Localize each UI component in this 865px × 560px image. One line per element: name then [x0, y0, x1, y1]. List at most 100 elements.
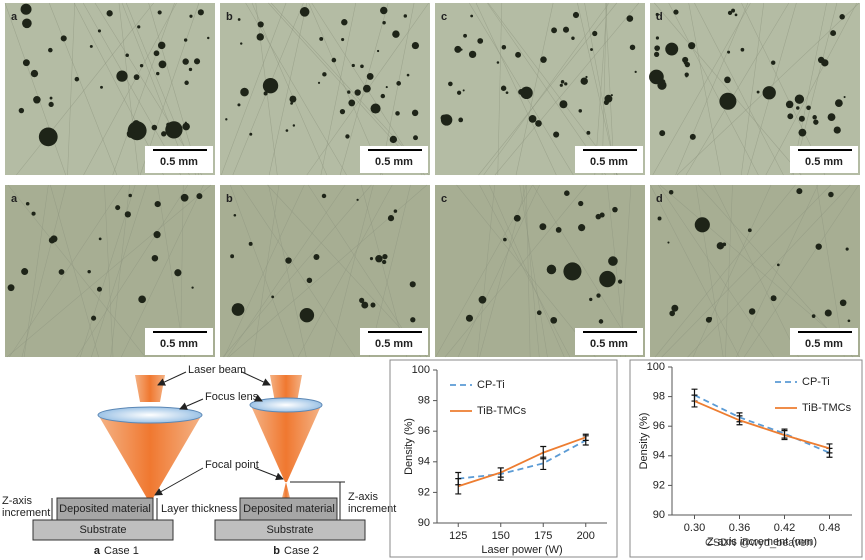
pore: [719, 92, 737, 110]
pore: [38, 127, 58, 147]
pore: [21, 268, 29, 276]
series-line: [457, 436, 587, 488]
pore: [462, 89, 465, 92]
y-tick-label: 100: [412, 364, 430, 376]
scratch: [230, 184, 295, 358]
scratch: [694, 2, 784, 176]
legend-label: CP-Ti: [802, 376, 830, 388]
error-bar: [691, 394, 698, 408]
pore: [158, 60, 167, 69]
pore: [271, 295, 275, 299]
pore: [585, 75, 588, 79]
pore: [362, 84, 371, 93]
chart-frame: [629, 359, 863, 558]
scratch: [228, 184, 428, 358]
pore: [608, 256, 618, 266]
scratch: [661, 184, 831, 358]
pore: [237, 103, 241, 107]
pore: [360, 64, 364, 69]
pore: [578, 109, 582, 113]
focus-lens-label: Focus lens: [205, 391, 259, 403]
pore: [589, 297, 593, 302]
pore: [555, 227, 562, 233]
scratch: [7, 184, 146, 358]
pore: [833, 126, 841, 134]
chart: 90 92 94 96 98 100 0.30 0.36 0.42 0.48Z-axis incr…: [638, 361, 852, 548]
scratch: [83, 2, 177, 176]
callout: [154, 467, 204, 496]
pore: [671, 304, 679, 312]
scratch: [654, 2, 802, 176]
scratch: [494, 2, 640, 176]
pore: [734, 13, 738, 17]
scratch: [251, 2, 328, 176]
beam-cone: [100, 418, 200, 500]
y-tick-label: 90: [418, 517, 430, 529]
pore: [317, 81, 321, 84]
scratch: [522, 184, 540, 358]
pore: [385, 86, 388, 89]
case-letter: b: [273, 545, 280, 557]
deposited-label: Deposited material: [243, 503, 335, 515]
pore: [586, 130, 591, 135]
pore: [356, 198, 359, 201]
scratch: [21, 184, 67, 358]
pore: [553, 131, 560, 138]
pore: [58, 269, 65, 275]
legend-label: TiB-TMCs: [477, 405, 527, 417]
pore: [536, 310, 542, 316]
pore: [689, 133, 696, 140]
scratch: [245, 2, 347, 176]
pore: [50, 235, 58, 243]
pore: [806, 105, 811, 111]
pore: [716, 242, 724, 250]
pore: [468, 50, 477, 59]
pore: [331, 57, 337, 63]
callout: [253, 394, 263, 402]
pore: [559, 100, 568, 109]
scratch: [695, 184, 724, 358]
pore: [798, 115, 805, 122]
pore: [503, 237, 507, 242]
y-tick-label: 92: [653, 479, 665, 491]
pore: [369, 257, 374, 261]
pore: [184, 121, 187, 124]
pore: [845, 247, 849, 251]
pore: [119, 73, 125, 79]
scratch: [444, 184, 587, 358]
scratch: [329, 184, 374, 358]
nozzle: [270, 375, 302, 402]
scratch: [121, 184, 204, 358]
scratch: [4, 2, 67, 176]
pore: [828, 191, 834, 198]
pore: [448, 81, 453, 87]
scratch: [483, 2, 610, 176]
scale-label: 0.5 mm: [375, 338, 413, 350]
pore: [756, 90, 760, 94]
pore: [299, 7, 310, 17]
pore: [518, 88, 525, 95]
pore: [225, 118, 228, 121]
pore: [125, 53, 129, 58]
pore: [776, 263, 780, 267]
pore: [366, 72, 374, 80]
pore: [603, 99, 609, 106]
pore: [96, 286, 102, 292]
pore: [500, 85, 507, 91]
pore: [182, 58, 189, 65]
pore: [505, 91, 509, 95]
pore: [165, 121, 183, 139]
pore: [668, 189, 674, 195]
pore: [559, 83, 563, 87]
pore: [240, 42, 243, 45]
pore: [22, 18, 32, 29]
pore: [153, 50, 160, 57]
y-tick-label: 96: [418, 425, 430, 437]
beam-cone: [282, 482, 290, 498]
pore: [156, 71, 160, 76]
micrograph: a 0.5 mm: [5, 184, 215, 358]
pore: [528, 115, 537, 123]
pore: [341, 37, 345, 42]
pore: [157, 41, 166, 50]
